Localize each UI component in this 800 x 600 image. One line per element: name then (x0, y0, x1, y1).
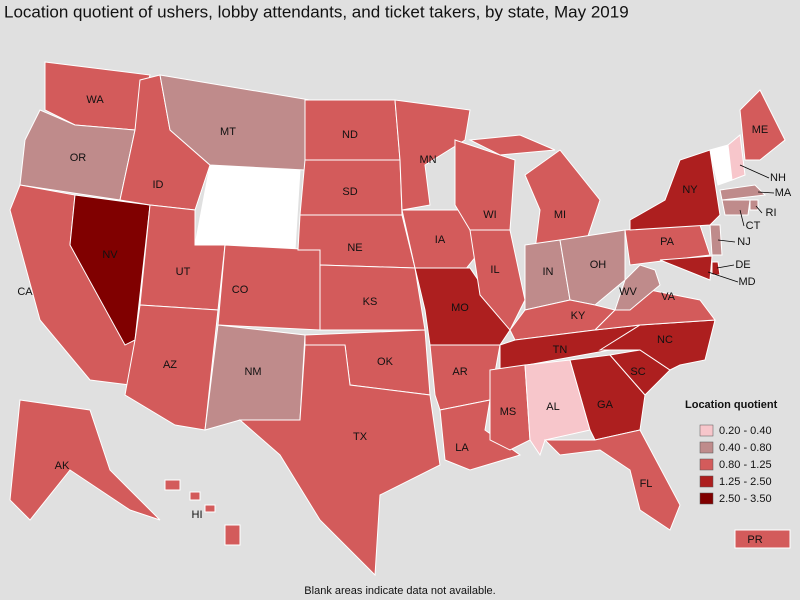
state (394, 99, 471, 211)
state-label: ME (752, 124, 769, 136)
state-label: CO (232, 284, 249, 296)
state-label: PR (747, 534, 762, 546)
state-label: NV (102, 249, 118, 261)
state-label: NM (244, 366, 261, 378)
state-label: PA (660, 236, 675, 248)
leader-line (755, 205, 763, 214)
state-label: MN (419, 154, 436, 166)
leader-line (757, 191, 775, 194)
state-label: WV (619, 286, 637, 298)
state-label: AR (452, 366, 467, 378)
legend-label: 0.20 - 0.40 (719, 425, 772, 437)
state-label: NY (682, 184, 698, 196)
state (159, 74, 311, 171)
state-label: TX (353, 431, 368, 443)
state-label: SC (630, 366, 645, 378)
state-label: MA (775, 187, 792, 199)
state (629, 149, 721, 231)
state-label: OH (590, 259, 607, 271)
state-label: IN (543, 266, 554, 278)
legend-label: 0.80 - 1.25 (719, 459, 772, 471)
legend-swatch (699, 458, 714, 471)
state-label: IA (435, 234, 446, 246)
state-label: MO (451, 302, 469, 314)
state (727, 134, 746, 181)
state-label: TN (553, 344, 568, 356)
state (721, 199, 751, 216)
state (749, 199, 759, 211)
state (489, 364, 531, 451)
legend-swatch (699, 441, 714, 454)
legend-swatch (699, 475, 714, 488)
state (164, 479, 181, 491)
state (659, 255, 713, 281)
state-label: ID (153, 179, 164, 191)
leader-line (739, 209, 745, 227)
state (559, 229, 626, 306)
state-label: VA (661, 291, 676, 303)
states: WA OR CA NV ID MT UT AZ CO NM ND SD NE KS OK TX MN IA MO AR… (9, 61, 792, 577)
legend: Location quotient 0.20 - 0.40 0.40 - 0.80… (685, 399, 778, 505)
leader-line (707, 271, 739, 283)
state (711, 261, 721, 276)
state (734, 529, 791, 549)
legend-swatch (699, 492, 714, 505)
state-label: AK (55, 460, 70, 472)
legend-label: 1.25 - 2.50 (719, 476, 772, 488)
state-label: LA (455, 442, 469, 454)
state-label: UT (176, 266, 191, 278)
state (709, 224, 723, 256)
state-label: MI (554, 209, 566, 221)
footnote: Blank areas indicate data not available. (304, 585, 495, 597)
legend-label: 2.50 - 3.50 (719, 493, 772, 505)
legend-title: Location quotient (685, 399, 778, 411)
state (543, 429, 681, 531)
state-label: AZ (163, 359, 177, 371)
state-label: NJ (737, 236, 750, 248)
state (124, 304, 219, 431)
state-label: ND (342, 129, 358, 141)
state (719, 184, 767, 201)
state-label: MT (220, 126, 236, 138)
state (9, 399, 161, 521)
state-label: KY (571, 310, 586, 322)
state (739, 89, 786, 161)
state-label: MD (738, 276, 755, 288)
state-label: GA (597, 399, 614, 411)
leader-line (716, 264, 735, 269)
state (204, 504, 216, 513)
state-label: SD (342, 186, 357, 198)
state (414, 267, 511, 346)
state (189, 491, 201, 501)
state (469, 229, 526, 331)
map-title: Location quotient of ushers, lobby atten… (4, 2, 629, 21)
leader-line (717, 239, 736, 243)
state-label: NC (657, 334, 673, 346)
state-label: KS (363, 296, 378, 308)
state-label: CA (17, 286, 33, 298)
state-label: DE (735, 259, 750, 271)
state-label: OK (377, 356, 394, 368)
state (614, 264, 661, 311)
state-label: FL (640, 478, 653, 490)
state-label: CT (746, 220, 761, 232)
state-label: WI (483, 209, 496, 221)
state-label: MS (500, 406, 517, 418)
state-label: NE (347, 242, 362, 254)
state (238, 344, 441, 577)
state (224, 524, 241, 546)
state-label: RI (766, 207, 777, 219)
state (468, 134, 556, 156)
state-label: NH (770, 172, 786, 184)
state-label: OR (70, 152, 87, 164)
legend-label: 0.40 - 0.80 (719, 442, 772, 454)
state-label: AL (546, 401, 559, 413)
state-label: IL (490, 264, 499, 276)
leader-line (739, 164, 770, 179)
state-label: WA (86, 94, 104, 106)
state-blank (194, 164, 301, 251)
legend-swatch (699, 424, 714, 437)
state-label: HI (192, 509, 203, 521)
